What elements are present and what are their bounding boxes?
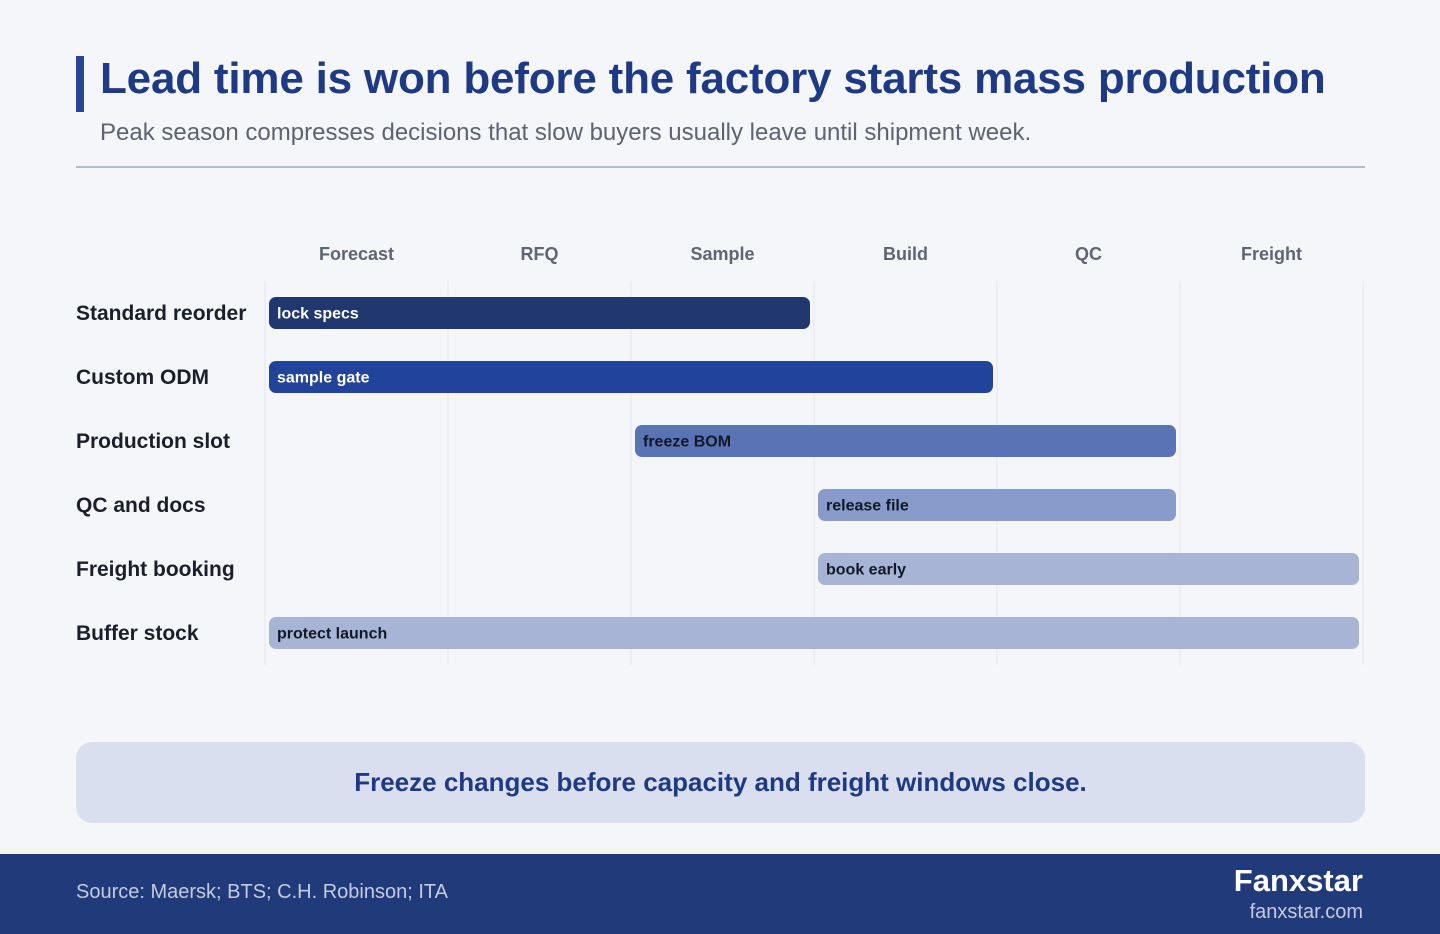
stage-label: RFQ bbox=[521, 244, 559, 264]
task-bar-label: sample gate bbox=[277, 370, 370, 387]
task-bar-label: protect launch bbox=[277, 626, 387, 643]
stage-label: Forecast bbox=[319, 244, 394, 264]
task-bar bbox=[269, 297, 810, 329]
brand-url: fanxstar.com bbox=[1249, 901, 1363, 923]
stage-label: Freight bbox=[1241, 244, 1302, 264]
footer-bar bbox=[0, 854, 1440, 934]
task-bar bbox=[818, 489, 1176, 521]
row-label: Freight booking bbox=[76, 558, 235, 581]
task-bar bbox=[818, 553, 1359, 585]
stage-label: Sample bbox=[690, 244, 754, 264]
source-note: Source: Maersk; BTS; C.H. Robinson; ITA bbox=[76, 881, 448, 903]
callout-text: Freeze changes before capacity and freig… bbox=[354, 767, 1087, 797]
row-label: Production slot bbox=[76, 430, 230, 453]
callout-box: Freeze changes before capacity and freig… bbox=[76, 742, 1365, 823]
task-bar-label: freeze BOM bbox=[643, 434, 731, 451]
task-bar bbox=[269, 617, 1359, 649]
task-bar bbox=[269, 361, 993, 393]
header-divider bbox=[76, 166, 1365, 168]
stage-label: QC bbox=[1075, 244, 1102, 264]
task-bar bbox=[635, 425, 1176, 457]
stage-label: Build bbox=[883, 244, 928, 264]
row-label: Custom ODM bbox=[76, 366, 209, 389]
task-bar-label: release file bbox=[826, 498, 909, 515]
task-bar-label: book early bbox=[826, 562, 906, 579]
row-label: Buffer stock bbox=[76, 622, 199, 645]
page-title: Lead time is won before the factory star… bbox=[100, 54, 1326, 103]
row-label: Standard reorder bbox=[76, 302, 246, 325]
row-label: QC and docs bbox=[76, 494, 206, 517]
task-bar-label: lock specs bbox=[277, 306, 359, 323]
brand-logo-text: Fanxstar bbox=[1233, 863, 1363, 898]
title-accent-bar bbox=[76, 56, 84, 112]
page-subtitle: Peak season compresses decisions that sl… bbox=[100, 119, 1032, 146]
